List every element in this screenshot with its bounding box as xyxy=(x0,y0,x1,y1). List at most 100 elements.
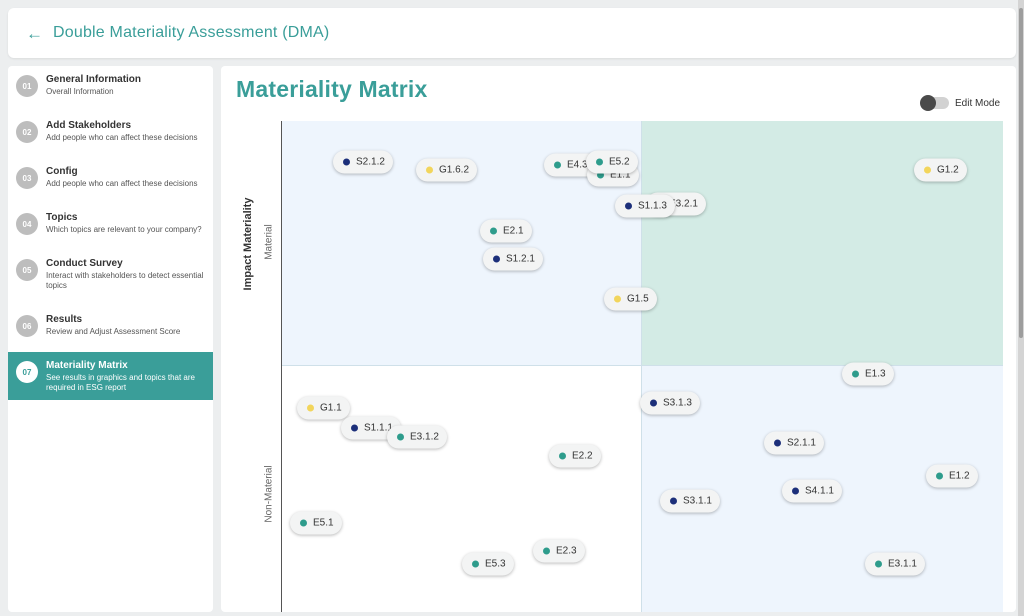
topic-label: E1.1 xyxy=(610,169,631,181)
topic-label: S1.2.1 xyxy=(506,253,535,265)
topic-s1-2-1[interactable]: S1.2.1 xyxy=(483,247,543,271)
topic-e5-3[interactable]: E5.3 xyxy=(462,552,514,576)
topic-e2-2[interactable]: E2.2 xyxy=(549,444,601,468)
topic-s3-1-1[interactable]: S3.1.1 xyxy=(660,489,720,513)
step-title: Add Stakeholders xyxy=(46,120,132,131)
step-add-stakeholders[interactable]: 02 Add Stakeholders Add people who can a… xyxy=(8,112,213,158)
topic-s3-1-3[interactable]: S3.1.3 xyxy=(640,391,700,415)
step-results[interactable]: 06 Results Review and Adjust Assessment … xyxy=(8,306,213,352)
scrollbar[interactable] xyxy=(1018,0,1024,616)
step-number: 07 xyxy=(16,361,38,383)
topic-s4-1-1[interactable]: S4.1.1 xyxy=(782,479,842,503)
topic-label: E3.1.1 xyxy=(888,558,917,570)
topic-dot-icon xyxy=(559,452,566,460)
step-number: 03 xyxy=(16,167,38,189)
topic-e2-3[interactable]: E2.3 xyxy=(533,539,585,563)
topic-dot-icon xyxy=(543,547,550,555)
step-conduct-survey[interactable]: 05 Conduct Survey Interact with stakehol… xyxy=(8,250,213,306)
topic-dot-icon xyxy=(597,171,604,179)
topic-e3-1-1[interactable]: E3.1.1 xyxy=(865,552,925,576)
scrollbar-thumb[interactable] xyxy=(1019,8,1023,338)
step-title: Config xyxy=(46,166,78,177)
step-description: Which topics are relevant to your compan… xyxy=(46,225,202,234)
topic-dot-icon xyxy=(307,404,314,412)
topic-dot-icon xyxy=(351,424,358,432)
topic-dot-icon xyxy=(493,255,500,263)
step-description: Add people who can affect these decision… xyxy=(46,179,198,188)
y-axis-title: Impact Materiality xyxy=(242,197,254,291)
topic-e1-3[interactable]: E1.3 xyxy=(842,362,894,386)
topic-dot-icon xyxy=(554,161,561,169)
topic-dot-icon xyxy=(852,370,859,378)
topic-dot-icon xyxy=(343,158,350,166)
edit-mode-toggle[interactable]: Edit Mode xyxy=(920,95,1001,111)
arrow-left-icon[interactable]: ← xyxy=(26,23,43,43)
step-materiality-matrix[interactable]: 07 Materiality Matrix See results in gra… xyxy=(8,352,213,400)
step-description: Review and Adjust Assessment Score xyxy=(46,327,181,336)
topic-label: S4.1.1 xyxy=(805,485,834,497)
page-title: Double Materiality Assessment (DMA) xyxy=(53,24,330,41)
topic-dot-icon xyxy=(397,433,404,441)
step-description: Add people who can affect these decision… xyxy=(46,133,198,142)
topic-label: G1.5 xyxy=(627,293,649,305)
topic-label: S3.1.1 xyxy=(683,495,712,507)
topic-label: G1.6.2 xyxy=(439,164,470,176)
topic-g1-2[interactable]: G1.2 xyxy=(914,158,967,182)
topic-label: E5.2 xyxy=(609,156,630,168)
step-number: 06 xyxy=(16,315,38,337)
topic-label: E4.3.2 xyxy=(567,159,596,171)
topic-e5-2[interactable]: E5.2 xyxy=(586,150,638,174)
topic-label: S1.1.3 xyxy=(638,200,667,212)
topic-dot-icon xyxy=(936,472,943,480)
topic-s2-1-1[interactable]: S2.1.1 xyxy=(764,431,824,455)
topic-e1-2[interactable]: E1.2 xyxy=(926,464,978,488)
edit-mode-label: Edit Mode xyxy=(955,97,1001,109)
topic-g1-6-2[interactable]: G1.6.2 xyxy=(416,158,478,182)
step-number: 05 xyxy=(16,259,38,281)
topic-s1-1-3[interactable]: S1.1.3 xyxy=(615,194,675,218)
topic-dot-icon xyxy=(875,560,882,568)
step-config[interactable]: 03 Config Add people who can affect thes… xyxy=(8,158,213,204)
topic-label: E5.3 xyxy=(485,558,506,570)
step-title: Results xyxy=(46,314,83,325)
materiality-matrix-plot: S2.1.2 G1.6.2 E4.3.2 E1.1 E5.2 G1.2 E3.2.1 S1.1… xyxy=(281,121,1003,612)
topic-dot-icon xyxy=(426,166,433,174)
topic-label: E1.3 xyxy=(865,368,886,380)
step-title: Conduct Survey xyxy=(46,258,123,269)
topic-dot-icon xyxy=(792,487,799,495)
step-title: Topics xyxy=(46,212,78,223)
topic-label: S3.1.3 xyxy=(663,397,692,409)
topic-label: E1.2 xyxy=(949,470,970,482)
topic-label: E3.1.2 xyxy=(410,431,439,443)
topic-e3-1-2[interactable]: E3.1.2 xyxy=(387,425,447,449)
step-title: Materiality Matrix xyxy=(46,360,128,371)
topic-dot-icon xyxy=(472,560,479,568)
topic-label: E2.3 xyxy=(556,545,577,557)
topic-label: S2.1.2 xyxy=(356,156,385,168)
step-general-information[interactable]: 01 General Information Overall Informati… xyxy=(8,66,213,112)
topic-dot-icon xyxy=(650,399,657,407)
topic-g1-1[interactable]: G1.1 xyxy=(297,396,350,420)
topic-dot-icon xyxy=(300,519,307,527)
topic-dot-icon xyxy=(774,439,781,447)
step-title: General Information xyxy=(46,74,142,85)
topic-label: E2.2 xyxy=(572,450,593,462)
header-bar: ← Double Materiality Assessment (DMA) xyxy=(8,8,1016,58)
matrix-title: Materiality Matrix xyxy=(236,76,428,102)
step-description: See results in graphics and topics that … xyxy=(46,373,195,392)
topic-s1-1-1[interactable]: S1.1.1 xyxy=(341,416,401,440)
step-number: 01 xyxy=(16,75,38,97)
topic-e5-1[interactable]: E5.1 xyxy=(290,511,342,535)
topic-dot-icon xyxy=(670,497,677,505)
topic-label: S1.1.1 xyxy=(364,422,393,434)
toggle-switch[interactable] xyxy=(920,95,949,111)
topic-label: G1.2 xyxy=(937,164,959,176)
y-axis-material-label: Material xyxy=(263,224,275,260)
topic-e2-1[interactable]: E2.1 xyxy=(480,219,532,243)
toggle-knob xyxy=(920,95,936,111)
topic-g1-5[interactable]: G1.5 xyxy=(604,287,657,311)
topic-dot-icon xyxy=(614,295,621,303)
topic-s2-1-2[interactable]: S2.1.2 xyxy=(333,150,393,174)
topic-label: E3.2.1 xyxy=(669,198,698,210)
step-topics[interactable]: 04 Topics Which topics are relevant to y… xyxy=(8,204,213,250)
